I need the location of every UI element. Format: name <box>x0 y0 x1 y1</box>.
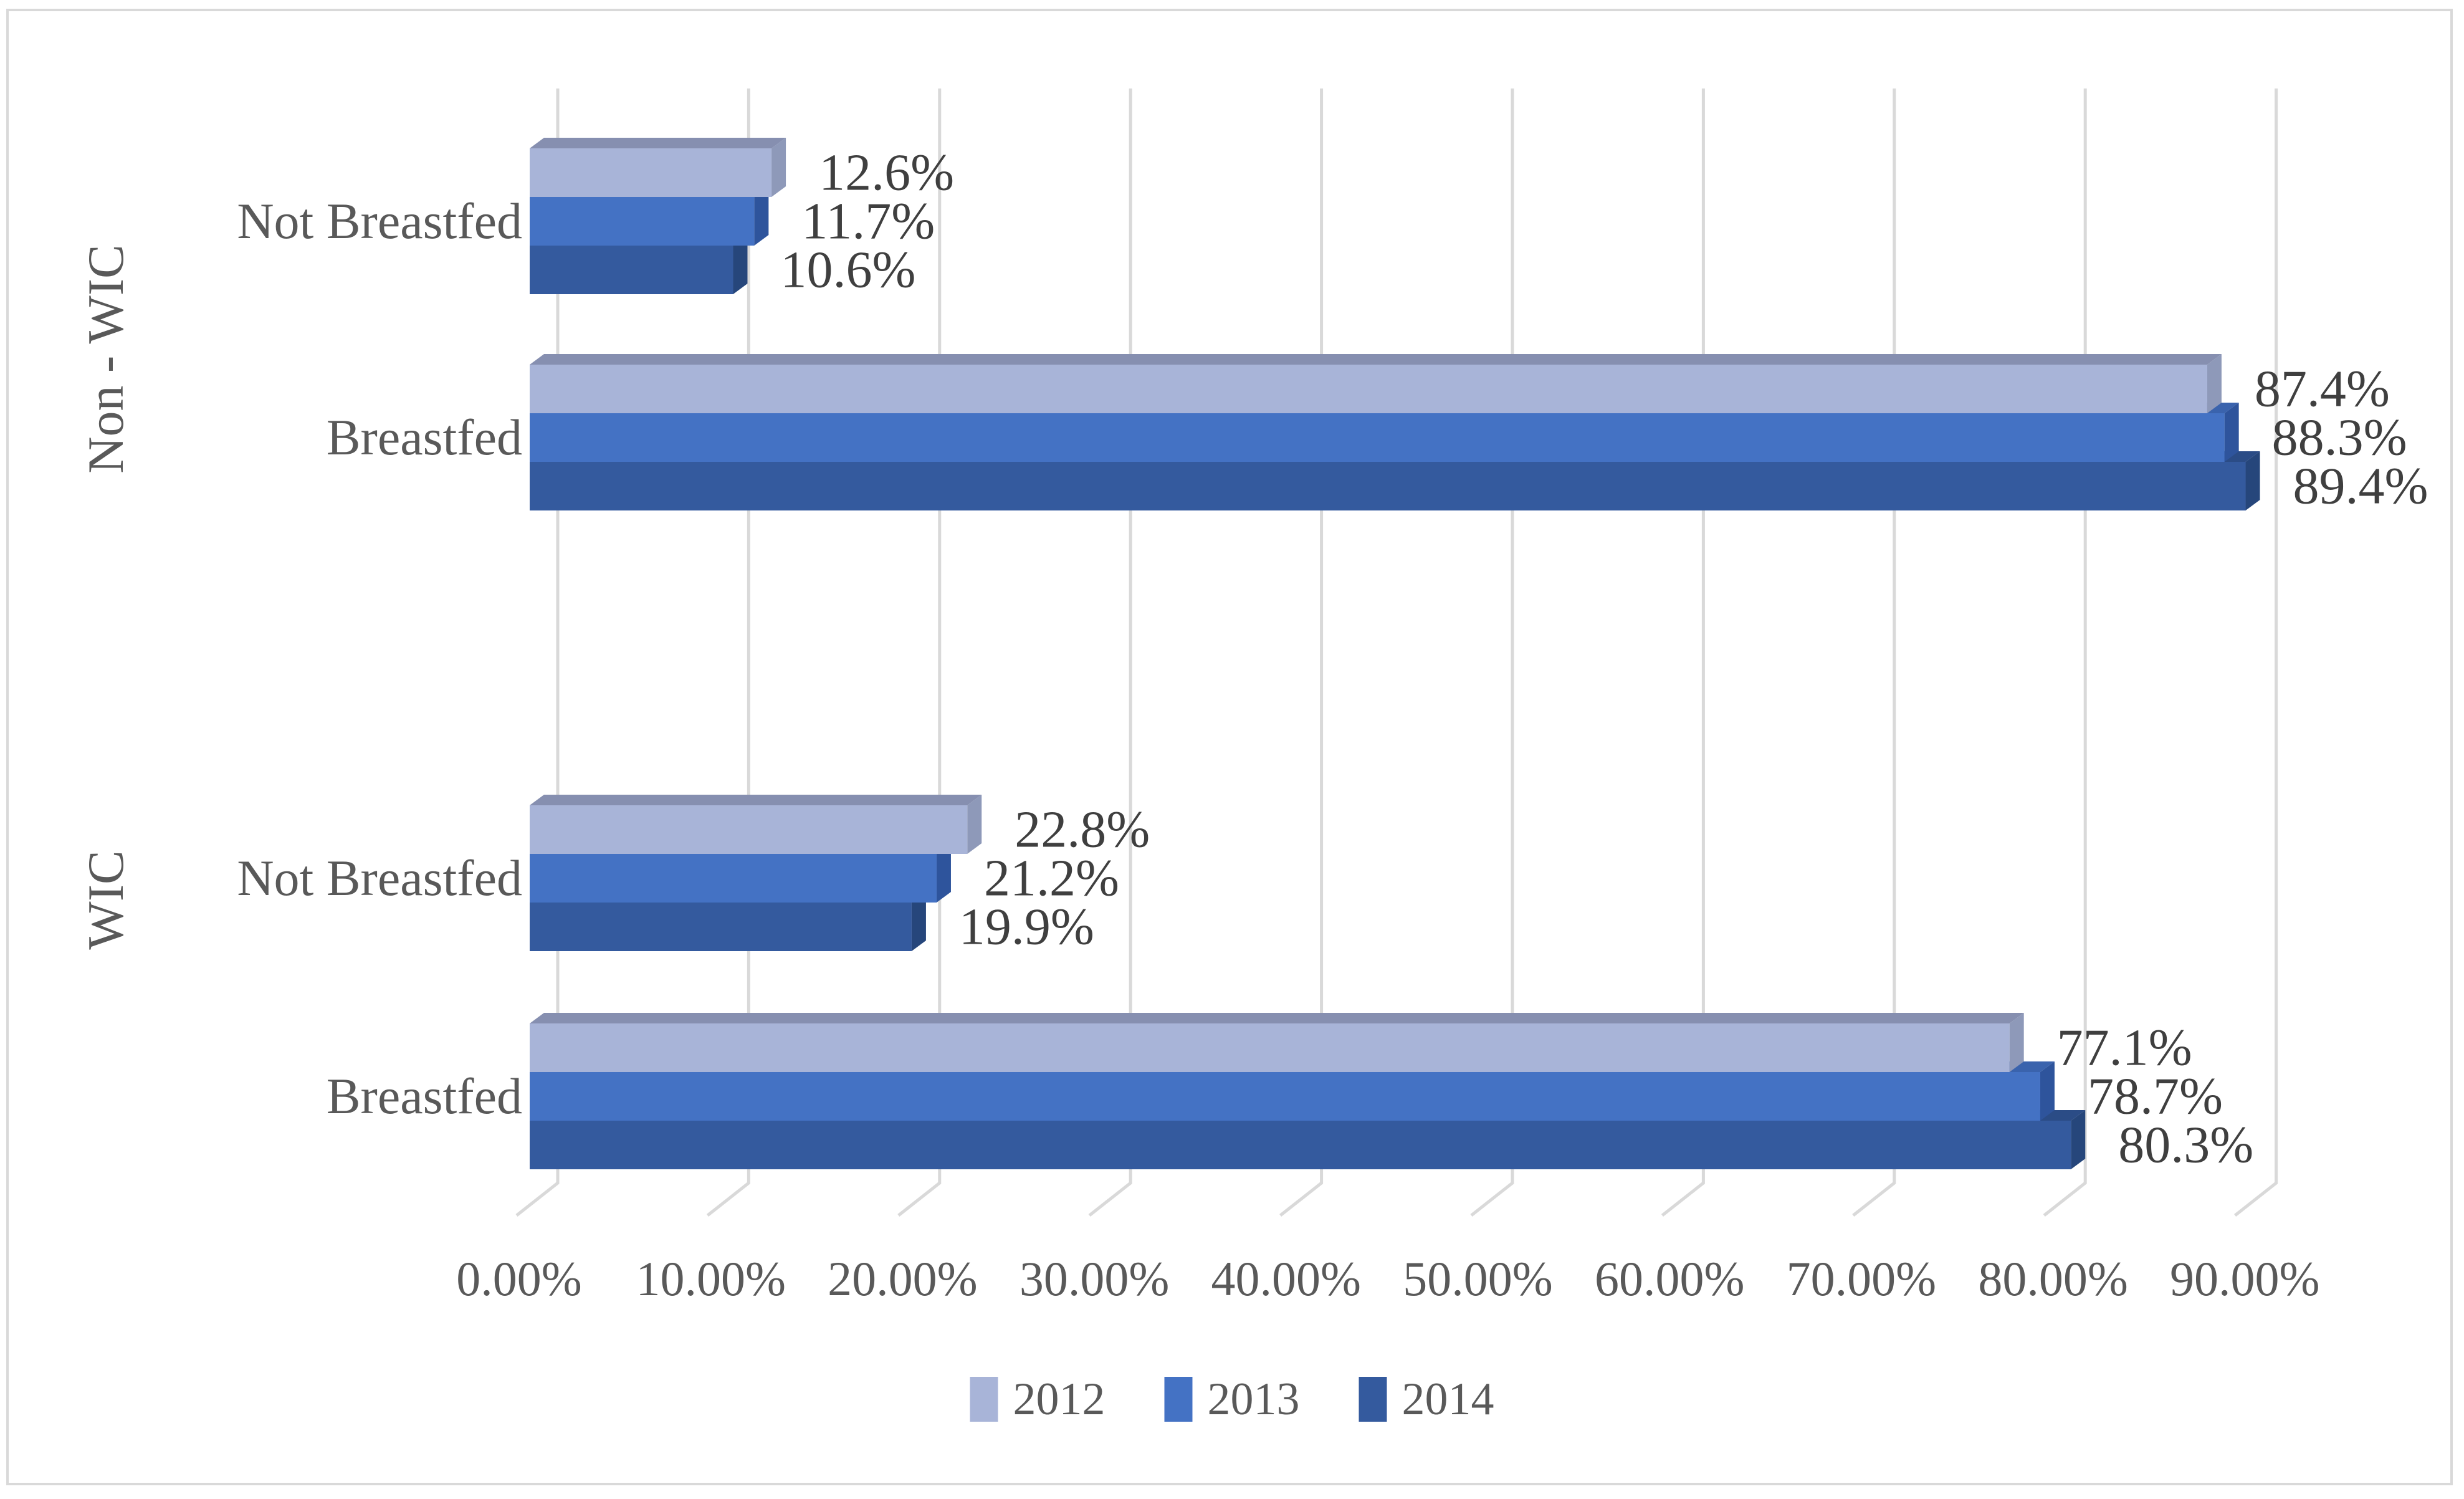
legend-item-2013: 2013 <box>1164 1374 1300 1425</box>
x-tick-label: 10.00% <box>636 1252 786 1306</box>
bar-2013-wic-breastfed <box>530 1072 2040 1121</box>
legend-marker-2014 <box>1359 1377 1387 1422</box>
bar-group-wic-breastfed <box>530 1013 2086 1169</box>
bar-2013-side-face <box>2040 1061 2055 1121</box>
data-label: 12.6% <box>819 143 955 202</box>
bar-2014-non-wic-breastfed <box>530 462 2246 510</box>
category-label: Breastfed <box>326 1068 522 1124</box>
x-tick-label: 90.00% <box>2170 1252 2320 1306</box>
legend-item-2014: 2014 <box>1359 1376 1494 1422</box>
x-tick-label: 70.00% <box>1786 1252 1937 1306</box>
x-tick-label: 50.00% <box>1403 1252 1553 1306</box>
legend-marker-2013 <box>1164 1377 1193 1422</box>
section-label: WIC <box>77 850 134 950</box>
bar-2014-side-face <box>2071 1110 2086 1169</box>
legend-label: 2013 <box>1207 1374 1300 1425</box>
bar-2013-non-wic-breastfed <box>530 413 2225 462</box>
bar-2012-side-face <box>2207 354 2222 413</box>
section-label: Non - WIC <box>77 244 134 474</box>
bar-2014-side-face <box>733 235 748 294</box>
legend: 2012 2013 2014 <box>970 1376 1494 1422</box>
x-tick-label: 60.00% <box>1594 1252 1745 1306</box>
data-label: 78.7% <box>2087 1067 2223 1126</box>
bar-2014-wic-breastfed <box>530 1121 2071 1169</box>
data-label: 87.4% <box>2254 360 2390 418</box>
bar-2013-non-wic-not-breastfed <box>530 197 755 246</box>
x-tick-label: 20.00% <box>828 1252 978 1306</box>
bar-2012-wic-not-breastfed <box>530 805 968 854</box>
x-tick-label: 0.00% <box>456 1252 582 1306</box>
gridline <box>2234 89 2278 1217</box>
bar-2012-top-face <box>530 138 786 148</box>
chart-border <box>6 9 2453 1485</box>
data-label: 11.7% <box>801 192 935 251</box>
data-label: 77.1% <box>2056 1018 2192 1077</box>
bar-group-wic-not-breastfed <box>530 795 982 951</box>
bar-2013-side-face <box>754 186 769 246</box>
bar-2013-side-face <box>2224 403 2239 462</box>
bar-2013-wic-not-breastfed <box>530 854 937 903</box>
data-label: 80.3% <box>2118 1116 2254 1174</box>
bar-2014-non-wic-not-breastfed <box>530 246 733 294</box>
data-label: 21.2% <box>983 849 1119 908</box>
category-label: Breastfed <box>326 409 522 466</box>
data-label: 19.9% <box>958 898 1094 956</box>
legend-label: 2014 <box>1402 1374 1494 1425</box>
bar-2012-side-face <box>771 138 786 197</box>
data-label: 10.6% <box>780 241 916 299</box>
bar-2014-wic-not-breastfed <box>530 903 912 951</box>
category-label: Not Breastfed <box>237 193 522 249</box>
bar-2012-side-face <box>967 795 982 854</box>
bar-2013-side-face <box>936 843 951 903</box>
bar-group-non-wic-not-breastfed <box>530 138 786 294</box>
data-label: 89.4% <box>2293 457 2428 515</box>
bar-2012-top-face <box>530 1013 2024 1023</box>
data-label: 88.3% <box>2271 408 2407 467</box>
bar-2012-non-wic-not-breastfed <box>530 148 772 197</box>
bar-2012-side-face <box>2009 1013 2024 1072</box>
bar-2012-wic-breastfed <box>530 1023 2010 1072</box>
bar-group-non-wic-breastfed <box>530 354 2260 510</box>
legend-marker-2012 <box>970 1377 998 1422</box>
data-label: 22.8% <box>1015 800 1150 859</box>
x-tick-label: 30.00% <box>1019 1252 1170 1306</box>
bar-2014-side-face <box>2245 451 2260 510</box>
legend-item-2012: 2012 <box>970 1376 1105 1422</box>
legend-label: 2012 <box>1013 1374 1105 1425</box>
bar-2014-side-face <box>911 892 926 951</box>
x-tick-label: 80.00% <box>1978 1252 2128 1306</box>
category-label: Not Breastfed <box>237 850 522 906</box>
bar-2012-non-wic-breastfed <box>530 365 2207 413</box>
bar-2012-top-face <box>530 795 982 805</box>
x-tick-label: 40.00% <box>1211 1252 1362 1306</box>
bar-2012-top-face <box>530 354 2222 365</box>
